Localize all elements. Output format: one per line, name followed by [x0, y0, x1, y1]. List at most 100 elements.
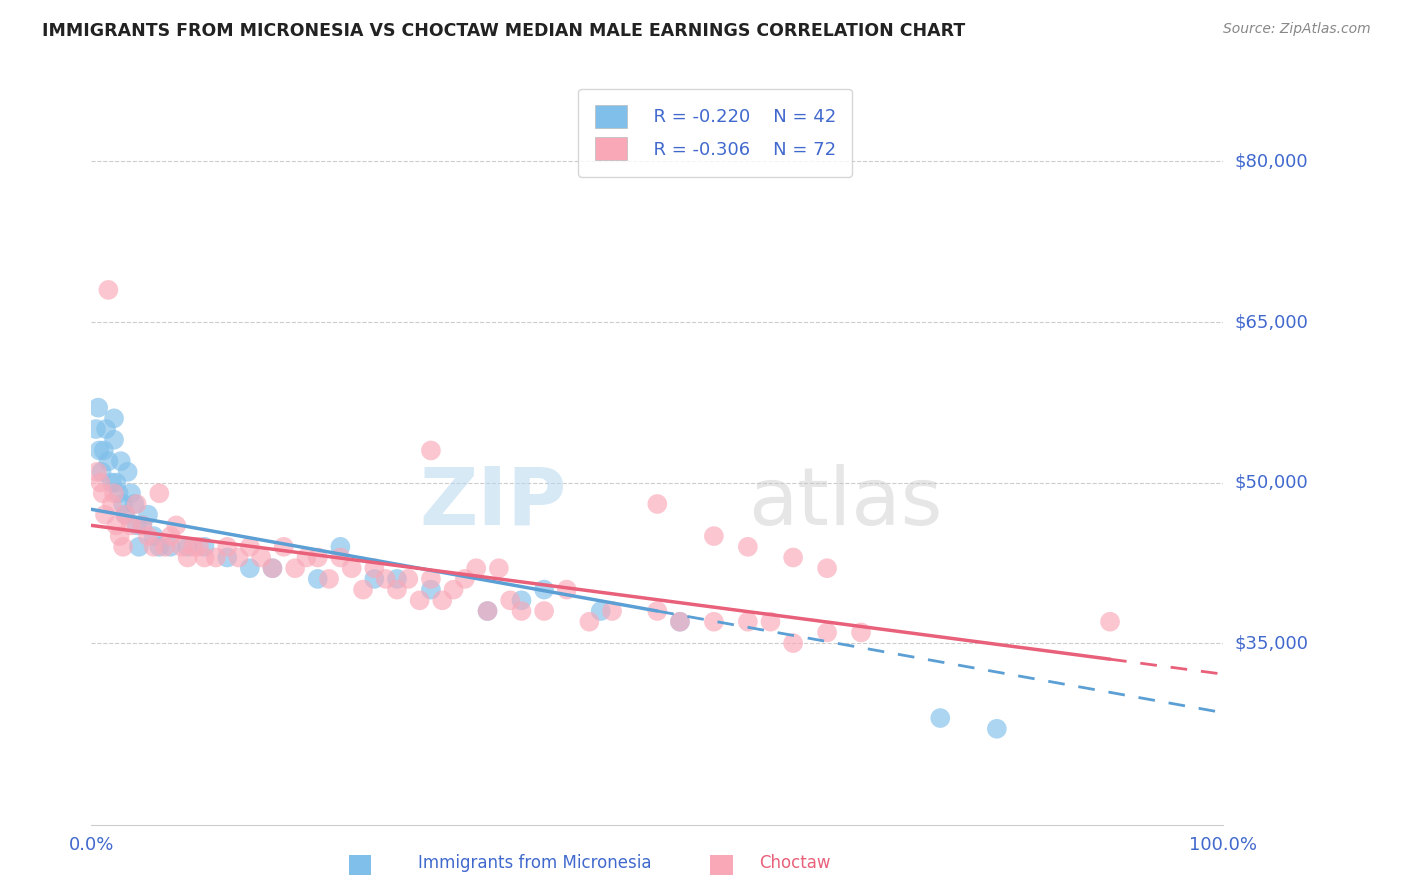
Point — [533, 604, 555, 618]
Point — [419, 572, 441, 586]
Point — [262, 561, 284, 575]
Point — [159, 540, 181, 554]
Point — [107, 486, 129, 500]
Point — [295, 550, 318, 565]
Point — [645, 604, 668, 618]
Point — [533, 582, 555, 597]
Point — [228, 550, 250, 565]
Point — [239, 540, 262, 554]
Point — [165, 518, 187, 533]
Point — [363, 572, 385, 586]
Point — [112, 497, 135, 511]
Text: Choctaw: Choctaw — [759, 855, 830, 872]
Point — [136, 508, 159, 522]
Point — [142, 540, 165, 554]
Point — [100, 497, 122, 511]
Point — [510, 604, 533, 618]
Point — [929, 711, 952, 725]
Point — [737, 615, 759, 629]
Point — [329, 540, 352, 554]
Point — [93, 443, 115, 458]
Point — [217, 540, 239, 554]
Point — [815, 561, 838, 575]
Point — [103, 433, 125, 447]
Point — [217, 550, 239, 565]
Point — [555, 582, 578, 597]
Point — [148, 486, 170, 500]
Point — [737, 540, 759, 554]
Point — [159, 529, 181, 543]
Point — [669, 615, 692, 629]
Point — [103, 411, 125, 425]
Point — [148, 540, 170, 554]
Point — [385, 572, 408, 586]
Text: $65,000: $65,000 — [1234, 313, 1308, 331]
Text: $80,000: $80,000 — [1234, 153, 1308, 170]
Point — [193, 540, 217, 554]
Point — [284, 561, 307, 575]
Point — [782, 550, 804, 565]
Point — [181, 540, 204, 554]
Point — [89, 443, 111, 458]
Point — [125, 497, 148, 511]
Point — [108, 529, 131, 543]
Point — [117, 465, 139, 479]
Point — [87, 401, 110, 415]
Point — [374, 572, 396, 586]
Point — [94, 422, 117, 436]
Point — [396, 572, 419, 586]
Point — [176, 540, 198, 554]
Point — [91, 486, 114, 500]
Text: IMMIGRANTS FROM MICRONESIA VS CHOCTAW MEDIAN MALE EARNINGS CORRELATION CHART: IMMIGRANTS FROM MICRONESIA VS CHOCTAW ME… — [42, 22, 966, 40]
Point — [419, 582, 441, 597]
Point — [307, 550, 329, 565]
Point — [110, 454, 132, 468]
Point — [153, 540, 176, 554]
Point — [187, 540, 209, 554]
Point — [1098, 615, 1121, 629]
Point — [273, 540, 295, 554]
Point — [128, 540, 150, 554]
Point — [205, 550, 228, 565]
Legend:   R = -0.220    N = 42,   R = -0.306    N = 72: R = -0.220 N = 42, R = -0.306 N = 72 — [578, 88, 852, 177]
Point — [114, 508, 136, 522]
Point — [465, 561, 488, 575]
Point — [97, 283, 120, 297]
Point — [477, 604, 499, 618]
Point — [499, 593, 522, 607]
Point — [600, 604, 623, 618]
Point — [510, 593, 533, 607]
Point — [307, 572, 329, 586]
Point — [385, 582, 408, 597]
Point — [86, 465, 108, 479]
Point — [176, 550, 198, 565]
Point — [136, 529, 159, 543]
Point — [849, 625, 872, 640]
Point — [114, 508, 136, 522]
Point — [352, 582, 374, 597]
Point — [408, 593, 430, 607]
Point — [120, 486, 142, 500]
Point — [782, 636, 804, 650]
Point — [454, 572, 477, 586]
Point — [239, 561, 262, 575]
Point — [131, 518, 153, 533]
Point — [340, 561, 363, 575]
Point — [112, 540, 135, 554]
Point — [432, 593, 454, 607]
Point — [329, 550, 352, 565]
Point — [97, 454, 120, 468]
Text: ZIP: ZIP — [419, 464, 567, 542]
Point — [124, 497, 146, 511]
Point — [645, 497, 668, 511]
Point — [103, 486, 125, 500]
Point — [363, 561, 385, 575]
Point — [94, 508, 117, 522]
Text: Source: ZipAtlas.com: Source: ZipAtlas.com — [1223, 22, 1371, 37]
Point — [125, 518, 148, 533]
Point — [986, 722, 1008, 736]
Point — [142, 529, 165, 543]
Point — [250, 550, 273, 565]
Point — [193, 550, 217, 565]
Point — [488, 561, 510, 575]
